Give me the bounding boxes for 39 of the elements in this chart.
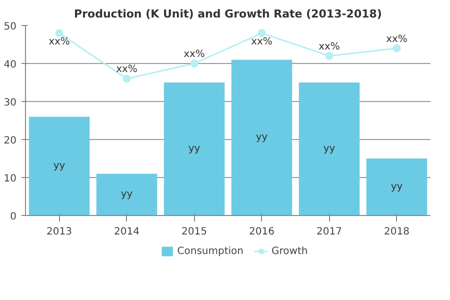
data-label: yy	[188, 144, 200, 154]
data-label: yy	[53, 160, 66, 172]
x-tick-label: 2016	[249, 226, 274, 238]
chart-title: Production (K Unit) and Growth Rate (2013-2018)	[74, 8, 382, 20]
data-label: xx%	[386, 34, 408, 45]
bar	[366, 158, 428, 216]
y-tick-label: 30	[4, 98, 17, 108]
data-label: yy	[390, 182, 403, 192]
point	[122, 74, 131, 83]
data-label: xx%	[318, 41, 340, 52]
bar	[298, 82, 360, 216]
data-label: xx%	[48, 36, 70, 48]
bar	[231, 60, 292, 216]
y-tick-label: 10	[4, 174, 17, 184]
point	[258, 29, 266, 38]
data-label: xx%	[184, 49, 205, 60]
bar	[164, 82, 225, 216]
bar	[96, 174, 158, 216]
point	[325, 52, 334, 60]
data-label: xx%	[251, 36, 272, 48]
x-tick-label: 2017	[316, 226, 342, 238]
legend-label: Consumption	[177, 245, 244, 257]
y-tick-label: 40	[4, 60, 17, 70]
data-label: yy	[323, 144, 336, 154]
legend-label: Growth	[272, 245, 308, 257]
y-tick-label: 0	[10, 212, 17, 222]
x-tick-label: 2018	[384, 226, 410, 238]
bar	[28, 116, 90, 216]
x-tick-label: 2014	[114, 226, 140, 238]
y-tick-label: 50	[4, 22, 17, 32]
x-tick-label: 2015	[182, 226, 207, 238]
x-tick-label: 2013	[46, 226, 72, 238]
data-label: xx%	[116, 64, 138, 76]
point	[392, 44, 401, 52]
y-tick-label: 20	[4, 136, 17, 146]
data-label: yy	[256, 132, 268, 144]
point	[55, 29, 64, 38]
data-label: yy	[120, 189, 133, 200]
point	[190, 60, 198, 68]
